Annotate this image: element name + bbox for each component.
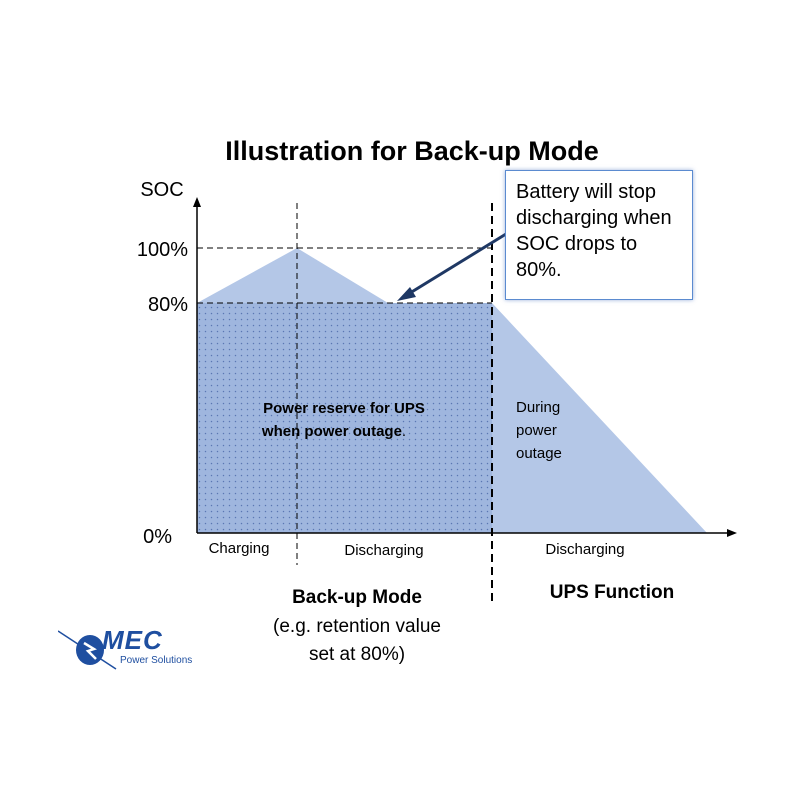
ups-function-title: UPS Function [550, 582, 675, 603]
callout-arrowhead [397, 287, 416, 301]
callout-arrow-line [409, 232, 507, 295]
backup-mode-note-line-1: (e.g. retention value [273, 616, 441, 637]
reserve-dots [197, 303, 492, 533]
mec-logo-mark-icon [58, 630, 117, 670]
phase-label-discharging-ups: Discharging [545, 541, 624, 558]
reserve-label-line-1: Power reserve for UPS [263, 400, 425, 417]
y-axis-label: SOC [140, 179, 183, 201]
backup-mode-title: Back-up Mode [292, 587, 422, 608]
y-tick-80: 80% [148, 294, 188, 316]
backup-mode-note-line-2: set at 80%) [309, 644, 405, 665]
logo-tagline: Power Solutions [120, 655, 193, 666]
outage-label-line-3: outage [516, 445, 562, 462]
phase-label-discharging-backup: Discharging [344, 542, 423, 559]
y-tick-100: 100% [137, 239, 188, 261]
x-axis-arrowhead [727, 529, 737, 537]
y-axis-arrowhead [193, 197, 201, 207]
mec-logo: MEC Power Solutions [58, 625, 208, 675]
logo-name: MEC [102, 625, 163, 655]
y-tick-0: 0% [143, 526, 172, 548]
reserve-label-line-2: when power outage. [261, 423, 406, 440]
outage-label-line-1: During [516, 399, 560, 416]
phase-label-charging: Charging [209, 540, 270, 557]
diagram-title: Illustration for Back-up Mode [225, 136, 599, 166]
callout-box: Battery will stop discharging when SOC d… [505, 170, 693, 300]
outage-label-line-2: power [516, 422, 557, 439]
